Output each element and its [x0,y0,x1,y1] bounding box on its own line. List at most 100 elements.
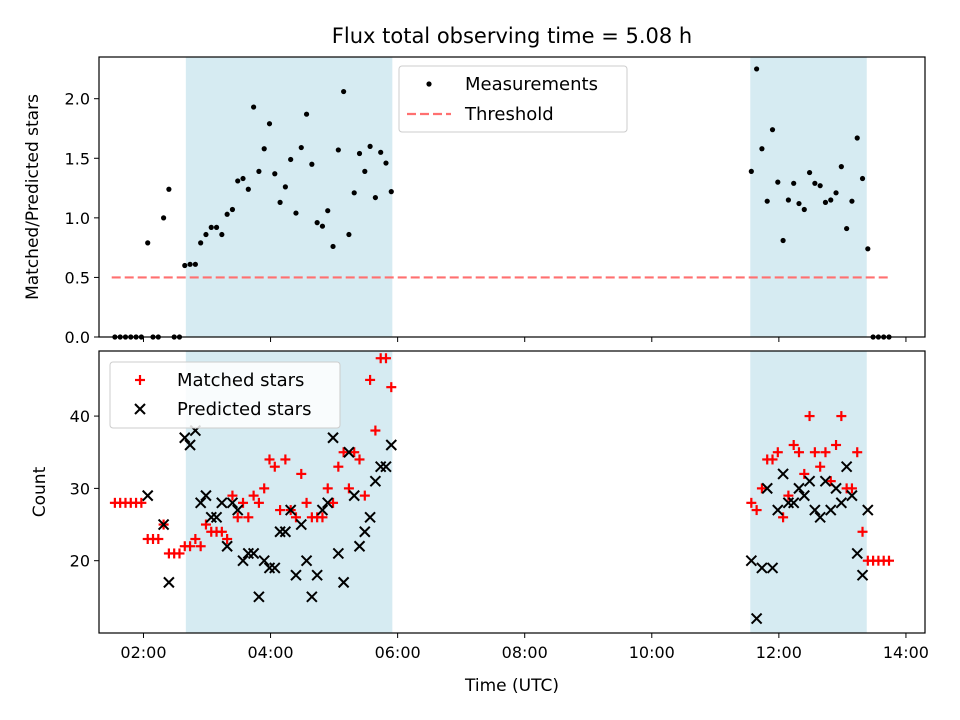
measurement-point [293,210,299,216]
measurement-point [828,197,834,203]
matched-star-point [359,490,370,501]
x-stroke [184,439,196,451]
x-stroke [846,489,858,502]
matched-star-point [338,447,349,458]
measurement-point [341,88,347,95]
plot-frame [98,350,926,634]
predicted-star-point [385,439,397,451]
x-stroke [216,497,228,509]
matched-star-point [386,382,397,393]
predicted-star-point [825,504,837,516]
measurement-point [235,178,241,184]
measurement-point [330,243,336,250]
x-stroke [332,547,345,560]
measurement-point [256,168,262,174]
y-tick-label: 0.5 [65,268,90,287]
predicted-star-point [300,554,313,567]
predicted-star-point [194,497,207,509]
x-tick-label: 12:00 [756,643,802,662]
matched-star-point [333,461,344,472]
x-stroke [750,612,763,625]
observing-windows [185,57,867,337]
x-stroke [840,460,853,473]
predicted-star-point [258,554,270,567]
predicted-star-point [862,504,874,516]
x-stroke [835,497,848,509]
x-stroke [348,489,360,502]
measurement-point [796,200,802,207]
predicted-star-point [851,547,863,560]
predicted-star-point [284,504,297,516]
measurement-point [806,169,813,176]
measurement-point [203,231,209,238]
matched-star-point [804,411,815,422]
matched-star-point [328,497,339,508]
measurement-point [844,225,850,232]
count-y-axis-label: Count [30,466,50,517]
ratio-axes: 0.0 0.5 1.0 1.5 2.0 [65,56,926,347]
measurement-point [356,150,363,157]
matched-star-point [301,497,312,508]
measurement-point [817,183,823,189]
measurement-point [791,180,797,186]
x-stroke [258,554,270,567]
x-stroke [284,504,297,516]
x-stroke [851,547,863,560]
predicted-star-point [343,446,355,458]
observing-window-band [750,57,867,337]
measurement-point [865,246,871,252]
count-axes: 02:00 04:00 06:00 08:00 10:00 12:00 14:00 20 30 4… [70,350,929,662]
x-stroke [226,497,239,509]
x-stroke [295,518,307,531]
x-stroke [134,403,146,415]
matched-star-point [354,454,365,465]
measurement-point [780,237,786,244]
matched-star-point [815,461,826,472]
predicted-star-point [803,475,816,487]
predicted-star-point [830,482,842,495]
predicted-star-point [311,569,323,581]
matched-star-point [746,497,757,508]
x-stroke [756,562,768,574]
predicted-star-point [856,569,869,581]
x-stroke [200,489,212,502]
measurement-point [160,215,167,221]
measurement-point [319,223,326,229]
measurement-point [346,231,352,238]
legend-marker-measurements [426,81,432,87]
matched-star-point [365,374,376,385]
matched-star-point [322,483,333,494]
predicted-star-point [756,562,768,574]
measurement-point [145,240,151,246]
measurement-point [245,186,251,192]
measurement-point [838,164,844,170]
x-stroke [221,540,233,552]
measurement-point [383,160,389,166]
count-legend: Matched stars Predicted stars [109,361,341,429]
x-stroke [772,504,784,516]
predicted-star-point [835,497,848,509]
predicted-star-point [761,482,773,495]
legend-box [398,65,628,133]
predicted-star-point [750,612,763,625]
x-stroke [359,526,371,538]
predicted-star-point [772,504,784,516]
matched-star-point [248,490,259,501]
matched-star-point [153,534,164,544]
x-stroke [787,497,800,509]
predicted-star-point [226,497,239,509]
matched-star-point [756,483,767,494]
measurement-point [754,66,760,72]
predicted-star-point [809,504,821,516]
x-stroke [194,497,207,509]
x-stroke [300,554,313,567]
matched-star-point [380,353,391,364]
measurement-point [759,146,765,152]
matched-star-point [857,526,868,537]
measurement-point [277,199,283,205]
predicted-star-point [798,489,810,502]
matched-star-point [831,440,842,450]
x-stroke [385,439,397,451]
predicted-star-point [766,562,779,574]
